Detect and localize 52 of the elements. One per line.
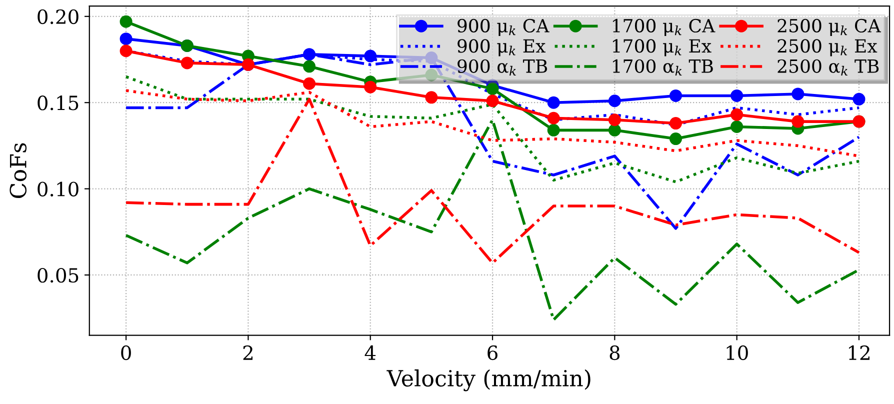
legend-label: 2500 μ$_{k}$ Ex: [778, 39, 878, 56]
legend-label: 900 μ$_{k}$ Ex: [458, 39, 546, 56]
x-axis-title: Velocity (mm/min): [386, 369, 590, 392]
point: [364, 50, 377, 62]
point: [364, 80, 377, 94]
point: [547, 96, 560, 109]
point: [180, 56, 194, 70]
line-series: [124, 118, 860, 322]
point: [608, 114, 621, 126]
point: [425, 91, 438, 104]
y-tick-label: 0.05: [38, 268, 78, 283]
point: [670, 89, 682, 102]
point: [608, 124, 621, 136]
legend-label: 900 μ$_{k}$ CA: [458, 18, 550, 36]
legend-label: 2500 μ$_{k}$ CA: [778, 18, 882, 36]
point: [303, 77, 316, 90]
point: [608, 94, 621, 108]
point: [730, 89, 744, 102]
legend-label: 1700 α$_{k}$ TB: [612, 59, 713, 76]
x-tick-label: 12: [848, 345, 870, 360]
y-tick-label: 0.15: [38, 96, 78, 110]
x-tick-label: 4: [364, 345, 376, 360]
point: [120, 32, 132, 46]
x-tick-label: 6: [488, 345, 498, 360]
point: [670, 117, 682, 130]
point: [730, 120, 744, 133]
x-tick-label: 10: [726, 345, 748, 360]
y-tick-label: 0.10: [38, 182, 78, 196]
point: [547, 112, 560, 124]
point: [670, 132, 682, 146]
legend-label: 1700 μ$_{k}$ CA: [612, 18, 716, 36]
point: [547, 124, 560, 136]
point: [730, 108, 744, 121]
point: [425, 68, 438, 82]
point: [486, 82, 499, 96]
y-axis-title: CoFs: [10, 143, 27, 198]
point: [303, 60, 316, 73]
point: [792, 115, 804, 128]
point: [792, 88, 804, 100]
legend-label: 900 α$_{k}$ TB: [458, 59, 548, 76]
point: [120, 15, 132, 28]
x-tick-label: 2: [243, 345, 252, 360]
x-tick-label: 0: [121, 345, 131, 360]
line-series: [124, 98, 860, 264]
point: [120, 44, 132, 58]
x-tick-label: 8: [610, 345, 620, 360]
legend-label: 1700 μ$_{k}$ Ex: [612, 39, 712, 56]
y-tick-label: 0.20: [38, 9, 78, 24]
point: [852, 92, 866, 106]
legend-label: 2500 α$_{k}$ TB: [778, 59, 879, 76]
point: [486, 94, 499, 108]
line-series: [124, 75, 860, 184]
